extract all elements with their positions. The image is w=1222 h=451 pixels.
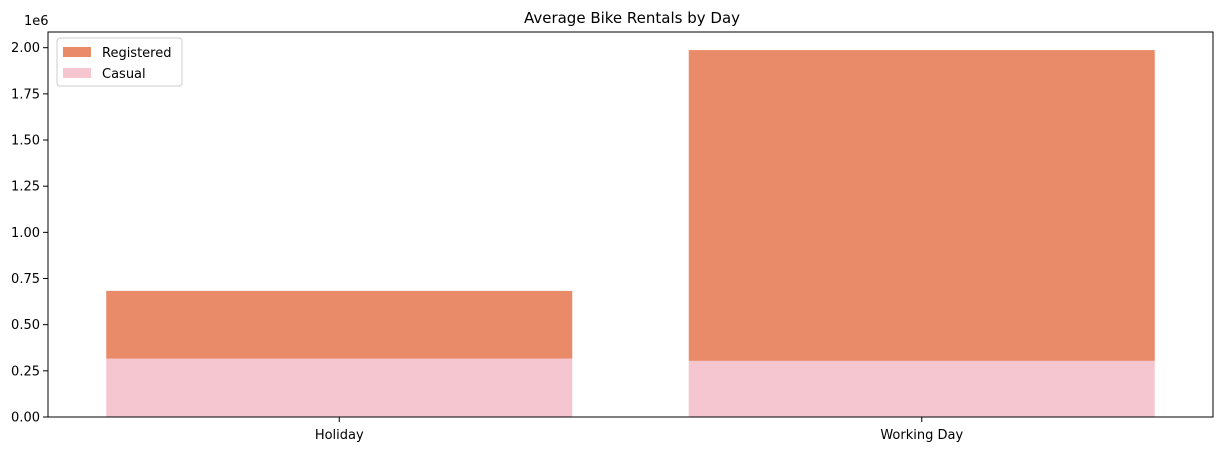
bar-registered-working-day — [688, 50, 1155, 361]
axes-group: 0.00 0.25 0.50 0.75 1.00 1.25 1.50 1.75 2.00 Holi… — [11, 31, 1214, 443]
y-tick-label: 0.50 — [11, 318, 40, 333]
plot-frame — [47, 31, 1214, 418]
y-tick-label: 1.00 — [11, 226, 40, 241]
y-tick-label: 1.25 — [11, 180, 40, 195]
y-tick-label: 0.75 — [11, 272, 40, 287]
y-tick-label: 0.25 — [11, 364, 40, 379]
bars-group — [106, 50, 1155, 417]
bar-registered-holiday — [106, 290, 573, 359]
y-tick-label: 1.50 — [11, 134, 40, 149]
legend: Registered Casual — [56, 37, 183, 87]
x-tick-label: Holiday — [315, 428, 364, 443]
legend-label-registered: Registered — [102, 46, 172, 61]
legend-swatch-casual — [63, 68, 91, 78]
y-tick-label: 2.00 — [11, 41, 40, 56]
legend-swatch-registered — [63, 47, 91, 57]
y-tick-label: 0.00 — [11, 411, 40, 426]
y-axis-offset-label: 1e6 — [24, 14, 49, 29]
y-tick-label: 1.75 — [11, 87, 40, 102]
legend-label-casual: Casual — [102, 67, 146, 82]
bar-casual-working-day — [688, 360, 1155, 417]
chart-title: Average Bike Rentals by Day — [524, 9, 740, 27]
bar-casual-holiday — [106, 358, 573, 417]
x-tick-label: Working Day — [880, 428, 963, 443]
